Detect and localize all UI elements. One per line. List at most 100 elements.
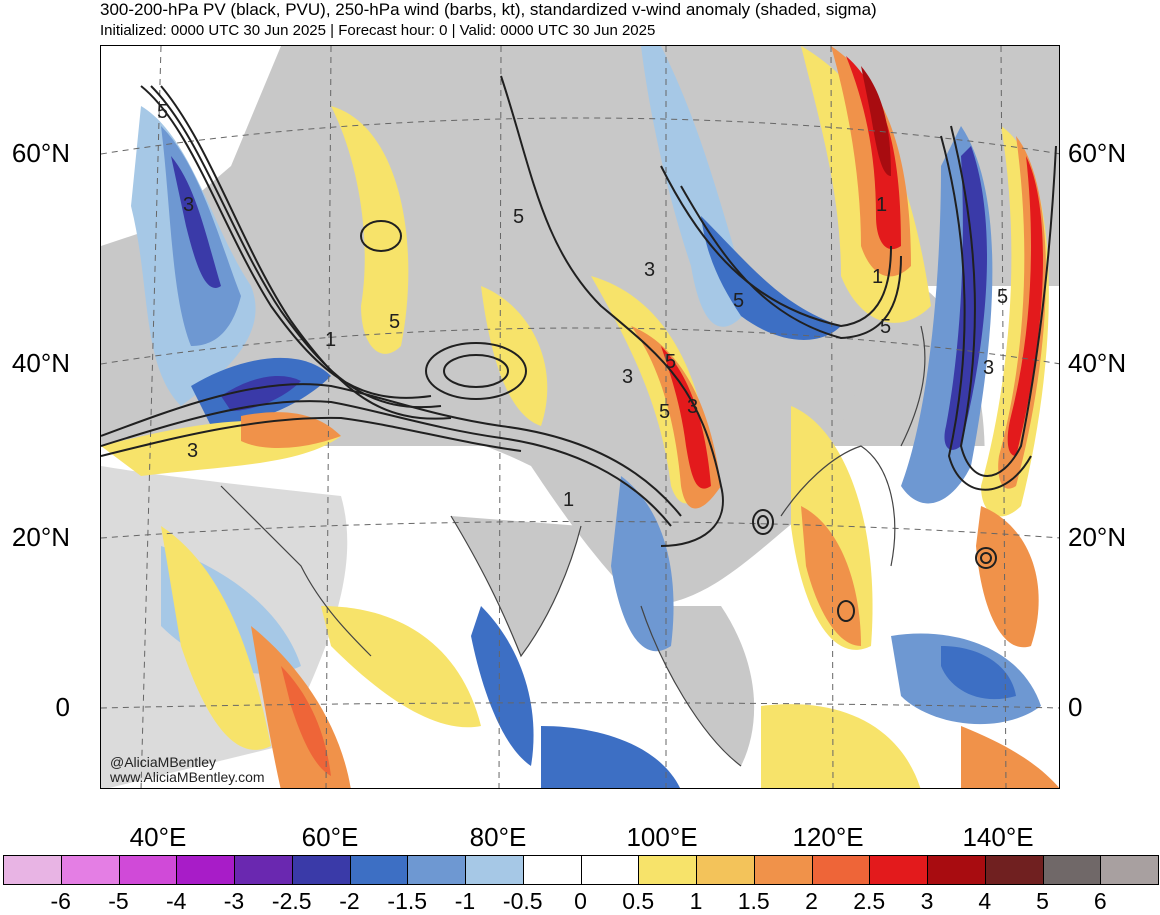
pv-contour-label: 5	[157, 101, 169, 123]
lon-label-40e: 40°E	[129, 822, 187, 852]
lat-label-0-left: 0	[55, 692, 70, 722]
colorbar-swatch	[811, 855, 871, 885]
colorbar-label: 1	[689, 888, 703, 914]
colorbar-swatch	[927, 855, 986, 885]
credit-handle: @AliciaMBentley	[110, 754, 217, 770]
colorbar-label: 6	[1093, 888, 1107, 914]
chart-title: 300-200-hPa PV (black, PVU), 250-hPa win…	[100, 0, 877, 19]
colorbar-label: -3	[223, 888, 245, 914]
lon-label-120e: 120°E	[792, 822, 864, 852]
pos-anomaly-core	[281, 666, 331, 776]
lat-label-60n-left: 60°N	[11, 138, 70, 168]
pv-contour-label: 5	[665, 351, 677, 373]
pos-anomaly-zone	[976, 506, 1039, 648]
colorbar-swatch	[580, 855, 640, 885]
pos-anomaly-core	[1007, 156, 1043, 456]
pv-contour-label: 3	[187, 440, 199, 462]
neg-anomaly-zone	[611, 476, 674, 652]
pv-contour-label: 3	[622, 366, 634, 388]
pv-contour-label: 3	[687, 396, 699, 418]
colorbar-swatch	[522, 855, 582, 885]
colorbar-label: 1.5	[737, 888, 770, 914]
colorbar-swatch	[753, 855, 813, 885]
pos-anomaly-zone	[331, 106, 409, 354]
neg-anomaly-zone	[941, 646, 1016, 700]
colorbar-swatch	[60, 855, 120, 885]
pv-contour-label: 5	[733, 290, 745, 312]
colorbar-swatch	[1100, 855, 1159, 885]
pos-anomaly-peak	[861, 66, 891, 176]
lat-label-60n-right: 60°N	[1068, 138, 1127, 168]
pos-anomaly-zone	[801, 506, 861, 646]
coastlines	[220, 325, 926, 767]
map-shading	[101, 46, 1059, 788]
pv-contour-label: 3	[983, 357, 995, 379]
colorbar-swatch	[638, 855, 697, 885]
land-india	[451, 516, 581, 656]
colorbar-label: 2	[805, 888, 818, 914]
pv-contour-label: 1	[872, 266, 884, 288]
colorbar-label: -2.5	[271, 888, 312, 914]
lon-label-80e: 80°E	[469, 822, 527, 852]
chart-subtitle: Initialized: 0000 UTC 30 Jun 2025 | Fore…	[100, 22, 656, 39]
pos-anomaly-core	[846, 56, 901, 250]
lat-label-20n-right: 20°N	[1068, 522, 1127, 552]
colorbar-swatch	[1042, 855, 1102, 885]
colorbar-swatch	[291, 855, 351, 885]
lon-label-140e: 140°E	[962, 822, 1034, 852]
colorbar-swatch	[696, 855, 755, 885]
colorbar-swatch	[869, 855, 928, 885]
lat-label-40n-left: 40°N	[11, 348, 70, 378]
pv-contour-label: 1	[325, 329, 337, 351]
pv-contour-label: 3	[644, 259, 656, 281]
pos-anomaly-zone	[761, 704, 921, 788]
colorbar-label: 4	[978, 888, 992, 914]
lat-label-40n-right: 40°N	[1068, 348, 1127, 378]
colorbar-label: -5	[108, 888, 129, 914]
colorbar-label: -6	[50, 888, 71, 914]
lon-label-60e: 60°E	[301, 822, 359, 852]
pv-contour-label: 5	[513, 206, 525, 228]
colorbar-label: -4	[166, 888, 187, 914]
colorbar-swatch	[234, 855, 293, 885]
pos-anomaly-core	[661, 346, 711, 489]
pv-contour-label: 1	[563, 489, 575, 511]
neg-anomaly-core	[944, 146, 988, 450]
colorbar-label: 5	[1036, 888, 1049, 914]
colorbar-swatch	[176, 855, 235, 885]
neg-anomaly-core	[171, 156, 221, 288]
colorbar-swatch	[407, 855, 466, 885]
colorbar-label: -0.5	[502, 888, 543, 914]
lat-label-20n-left: 20°N	[11, 522, 70, 552]
colorbar-swatch	[984, 855, 1044, 885]
pv-contours	[101, 75, 1057, 622]
neg-anomaly-zone	[701, 216, 841, 340]
lon-label-100e: 100°E	[626, 822, 698, 852]
pv-contour-label: 5	[389, 311, 401, 333]
colorbar-label: -2	[339, 888, 360, 914]
pos-anomaly-zone	[481, 286, 548, 426]
colorbar-swatch	[465, 855, 524, 885]
colorbar-swatch	[3, 855, 62, 885]
neg-anomaly-zone	[541, 726, 680, 788]
colorbar-label: 2.5	[853, 888, 886, 914]
colorbar-label: 3	[920, 888, 934, 914]
pos-anomaly-zone	[321, 606, 481, 728]
neg-anomaly-zone	[471, 606, 534, 766]
colorbar-swatch	[349, 855, 409, 885]
colorbar-label: 0	[574, 888, 587, 914]
pv-contour-label: 3	[183, 194, 195, 216]
colorbar-label: -1.5	[387, 888, 428, 914]
colorbar-label: 0.5	[622, 888, 655, 914]
pos-anomaly-zone	[961, 726, 1059, 788]
colorbar-label: -1	[454, 888, 476, 914]
pv-contour-label: 5	[880, 316, 892, 338]
pv-contour-label: 5	[659, 401, 671, 423]
lat-label-0-right: 0	[1068, 692, 1083, 722]
pv-contour-label: 1	[876, 194, 888, 216]
pv-contour-label: 5	[997, 286, 1009, 308]
credit-website: www.AliciaMBentley.com	[110, 769, 265, 785]
colorbar-swatch	[118, 855, 178, 885]
pos-anomaly-zone	[161, 526, 271, 750]
